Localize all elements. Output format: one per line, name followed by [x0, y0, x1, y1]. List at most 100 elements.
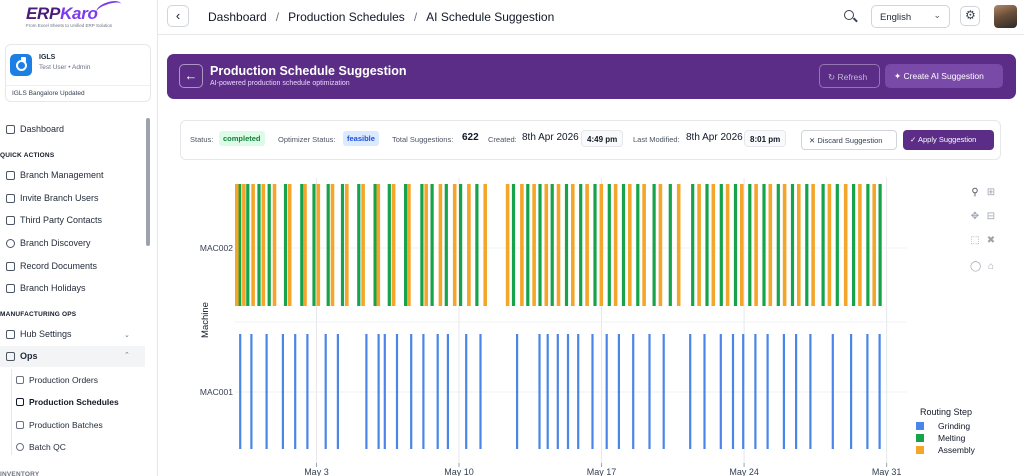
banner-back-button[interactable]: ←: [179, 64, 203, 88]
gantt-bar-assembly: [599, 184, 604, 306]
zoom-in-icon[interactable]: ⚲: [971, 187, 979, 198]
gantt-bar-assembly: [725, 184, 730, 306]
sidebar: ERPKaro From Excel Sheets to Unified ERP…: [0, 0, 158, 476]
pan-icon[interactable]: ✥: [970, 211, 980, 222]
gantt-bar-grinding: [591, 334, 594, 449]
gantt-bar-assembly: [376, 184, 381, 306]
zoom-reset-icon[interactable]: ✖: [986, 235, 996, 246]
sidebar-item-branch-holidays[interactable]: Branch Holidays: [6, 283, 86, 293]
sparkle-icon: ✦: [894, 71, 902, 81]
sidebar-item-production-schedules[interactable]: Production Schedules: [16, 397, 119, 407]
zoom-plus-icon[interactable]: ⊞: [986, 187, 996, 198]
brand-logo-text: ERPKaro: [26, 4, 98, 23]
gantt-bar-grinding: [465, 334, 468, 449]
sidebar-item-label: Dashboard: [20, 124, 65, 134]
gantt-bar-grinding: [239, 334, 242, 449]
org-divider: [6, 85, 150, 86]
breadcrumb-separator: /: [413, 10, 418, 24]
gantt-bar-melting: [430, 184, 434, 306]
org-switcher[interactable]: IGLS Test User • Admin IGLS Bangalore Up…: [5, 44, 151, 102]
gantt-bar-melting: [652, 184, 656, 306]
gantt-bar-melting: [878, 184, 882, 306]
legend-label: Grinding: [938, 421, 971, 431]
x-tick-label: May 17: [587, 467, 617, 476]
select-box-icon[interactable]: ⬚: [970, 235, 980, 246]
apply-suggestion-button[interactable]: ✓ Apply Suggestion: [903, 130, 994, 150]
gantt-bar-assembly: [782, 184, 787, 306]
language-select[interactable]: English ⌄: [871, 5, 950, 28]
sidebar-scrollbar[interactable]: [146, 118, 150, 246]
gantt-bar-grinding: [703, 334, 706, 449]
comment-icon[interactable]: ◯: [970, 261, 982, 272]
gantt-bar-grinding: [878, 334, 881, 449]
sidebar-item-label: Ops: [20, 351, 38, 361]
gantt-bar-melting: [866, 184, 870, 306]
gantt-bar-assembly: [505, 184, 510, 306]
settings-button[interactable]: [960, 6, 980, 26]
created-time: 4:49 pm: [581, 130, 624, 147]
gantt-bar-melting: [564, 184, 569, 306]
gantt-bar-grinding: [281, 334, 284, 449]
sidebar-item-production-orders[interactable]: Production Orders: [16, 375, 98, 385]
refresh-button[interactable]: ↻ Refresh: [819, 64, 880, 88]
sidebar-item-branch-management[interactable]: Branch Management: [6, 170, 104, 180]
sidebar-item-dashboard[interactable]: Dashboard: [6, 124, 64, 134]
sidebar-item-batch-qc[interactable]: Batch QC: [16, 442, 66, 452]
gantt-bar-grinding: [479, 334, 482, 449]
sidebar-item-hub-settings[interactable]: Hub Settings: [6, 329, 72, 339]
sidebar-item-label: Branch Management: [20, 170, 104, 180]
modified-time: 8:01 pm: [744, 130, 787, 147]
gantt-bar-grinding: [306, 334, 309, 449]
gantt-bar-assembly: [556, 184, 561, 306]
create-ai-suggestion-button[interactable]: ✦ Create AI Suggestion: [885, 64, 1003, 88]
gantt-bar-melting: [607, 184, 611, 306]
status-badge: completed: [219, 131, 265, 146]
send-icon: [6, 193, 15, 203]
gantt-bar-melting: [579, 184, 583, 306]
gantt-bar-assembly: [642, 184, 646, 306]
avatar[interactable]: [994, 5, 1017, 28]
legend-item-assembly[interactable]: Assembly: [914, 444, 1014, 456]
breadcrumb-dashboard[interactable]: Dashboard: [208, 10, 267, 24]
back-button[interactable]: ‹: [167, 5, 189, 27]
search-icon[interactable]: [844, 10, 854, 20]
gantt-bar-assembly: [361, 184, 365, 306]
gantt-bar-assembly: [316, 184, 321, 306]
sidebar-item-record-documents[interactable]: Record Documents: [6, 261, 97, 271]
schedule-gantt-chart[interactable]: May 3 May 10 May 17 May 24 May 31 MAC002 MAC00…: [180, 170, 1024, 476]
sidebar-item-third-party-contacts[interactable]: Third Party Contacts: [6, 215, 102, 225]
org-branch: IGLS Bangalore Updated: [12, 90, 85, 97]
page-title: Production Schedule Suggestion: [210, 64, 407, 78]
breadcrumb-production-schedules[interactable]: Production Schedules: [288, 10, 405, 24]
x-tick-label: May 10: [444, 467, 474, 476]
create-label: Create AI Suggestion: [903, 71, 984, 81]
zoom-minus-icon[interactable]: ⊟: [986, 211, 996, 222]
sidebar-item-branch-discovery[interactable]: Branch Discovery: [6, 238, 91, 248]
legend-item-grinding[interactable]: Grinding: [914, 420, 1014, 432]
created-date: 8th Apr 2026: [522, 132, 579, 143]
gantt-bar-assembly: [872, 184, 876, 306]
gantt-bar-melting: [790, 184, 795, 306]
discard-suggestion-button[interactable]: ✕ Discard Suggestion: [801, 130, 897, 150]
chevron-down-icon[interactable]: ⌄: [124, 332, 130, 339]
gantt-bar-assembly: [235, 184, 239, 306]
suggestion-status-bar: Status: completed Optimizer Status: feas…: [180, 120, 1001, 160]
home-reset-icon[interactable]: ⌂: [987, 261, 995, 272]
gantt-bar-assembly: [843, 184, 848, 306]
legend-item-melting[interactable]: Melting: [914, 432, 1014, 444]
submenu-guide: [11, 369, 12, 455]
gantt-bar-assembly: [407, 184, 411, 306]
brand-logo[interactable]: ERPKaro From Excel Sheets to Unified ERP…: [26, 4, 112, 34]
gantt-bar-melting: [373, 184, 377, 306]
gantt-bar-assembly: [272, 184, 277, 306]
chevron-up-icon[interactable]: ⌃: [124, 352, 130, 359]
optimizer-label: Optimizer Status:: [278, 135, 336, 144]
sidebar-item-invite-users[interactable]: Invite Branch Users: [6, 193, 99, 203]
gantt-bar-grinding: [809, 334, 812, 449]
chart-legend: Routing Step Grinding Melting Assembly: [914, 407, 1014, 456]
sidebar-item-production-batches[interactable]: Production Batches: [16, 420, 103, 430]
gantt-bar-assembly: [467, 184, 471, 306]
optimizer-badge: feasible: [343, 131, 379, 146]
sidebar-item-ops[interactable]: Ops: [6, 351, 38, 361]
